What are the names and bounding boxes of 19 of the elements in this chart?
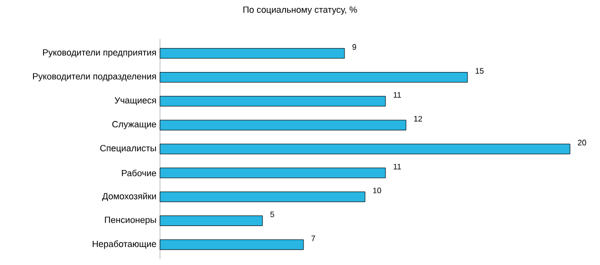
y-tick-label: Специалисты	[100, 144, 156, 154]
y-tick-label: Пенсионеры	[104, 216, 156, 225]
y-tick-label: Руководители подразделения	[33, 73, 156, 82]
bar	[160, 96, 386, 106]
bar	[160, 72, 468, 83]
y-tick-label: Неработающие	[92, 240, 156, 249]
bar	[160, 48, 345, 59]
y-tick-label: Служащие	[112, 121, 156, 130]
bar	[160, 192, 366, 202]
y-tick-label: Рабочие	[122, 170, 156, 176]
bar	[160, 215, 263, 226]
chart-title: По социальному статусу, %	[243, 6, 357, 15]
bar	[160, 120, 406, 130]
bar	[160, 239, 304, 250]
bar	[160, 144, 570, 154]
bar	[160, 168, 386, 178]
y-tick-label: Руководители предприятия	[43, 49, 156, 58]
y-tick-label: Учащиеся	[114, 97, 156, 106]
y-tick-label: Домохозяйки	[102, 192, 156, 202]
